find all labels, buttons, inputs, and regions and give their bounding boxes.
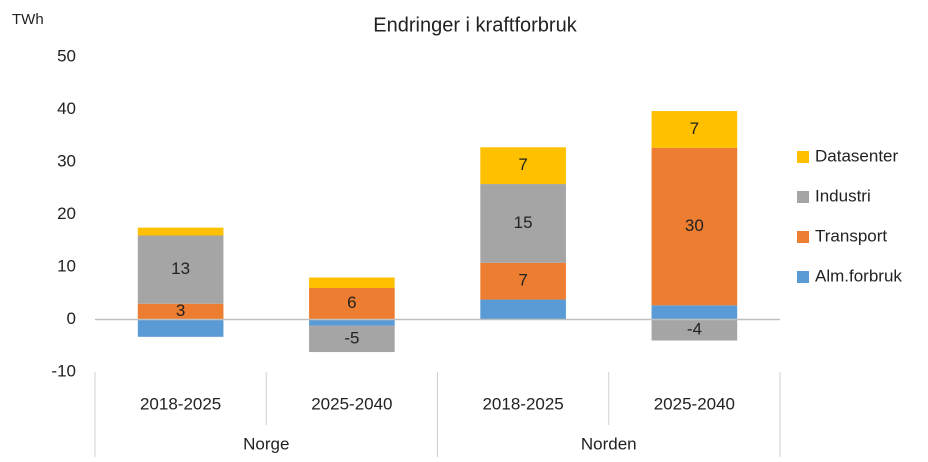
data-label: 15 xyxy=(514,213,533,232)
y-tick-label: 0 xyxy=(67,309,76,328)
y-tick-label: 10 xyxy=(57,256,76,275)
legend-label: Transport xyxy=(815,226,887,245)
bar-segment xyxy=(651,305,738,320)
y-axis-label: TWh xyxy=(12,11,44,28)
legend-label: Alm.forbruk xyxy=(815,266,902,285)
x-tick-label: 2025-2040 xyxy=(654,394,735,413)
bar-segment xyxy=(651,319,738,341)
data-label: 13 xyxy=(171,259,190,278)
data-label: -4 xyxy=(687,319,702,338)
y-tick-label: 50 xyxy=(57,46,76,65)
legend-swatch xyxy=(797,271,809,283)
group-label: Norge xyxy=(243,434,289,453)
bar-segment xyxy=(480,147,566,185)
legend-swatch xyxy=(797,191,809,203)
bar-segment xyxy=(137,303,224,320)
data-label: 30 xyxy=(685,216,704,235)
bar-segment xyxy=(480,262,566,300)
x-tick-label: 2018-2025 xyxy=(140,394,221,413)
data-label: 7 xyxy=(518,155,527,174)
bar-segment xyxy=(480,299,566,320)
y-tick-label: 30 xyxy=(57,151,76,170)
bar-segment xyxy=(480,184,566,263)
data-label: 7 xyxy=(518,271,527,290)
bar-segment xyxy=(137,235,224,304)
chart-title: Endringer i kraftforbruk xyxy=(373,14,577,36)
group-label: Norden xyxy=(581,434,637,453)
bar-segment xyxy=(309,319,395,326)
bar-segment xyxy=(651,111,738,148)
bar-segment xyxy=(137,227,224,236)
y-tick-label: -10 xyxy=(51,361,76,380)
x-tick-label: 2025-2040 xyxy=(311,394,392,413)
y-tick-label: 20 xyxy=(57,204,76,223)
data-label: 3 xyxy=(176,301,185,320)
data-label: -5 xyxy=(344,328,359,347)
bar-segment xyxy=(309,288,395,320)
y-tick-label: 40 xyxy=(57,99,76,118)
bar-segment xyxy=(137,319,224,337)
legend-swatch xyxy=(797,151,809,163)
data-label: 6 xyxy=(347,293,356,312)
bar-segment xyxy=(651,147,738,306)
x-tick-label: 2018-2025 xyxy=(482,394,563,413)
legend-label: Datasenter xyxy=(815,146,898,165)
legend-label: Industri xyxy=(815,186,871,205)
legend-swatch xyxy=(797,231,809,243)
bar-segment xyxy=(309,325,395,353)
data-label: 7 xyxy=(690,119,699,138)
bar-segment xyxy=(309,277,395,288)
